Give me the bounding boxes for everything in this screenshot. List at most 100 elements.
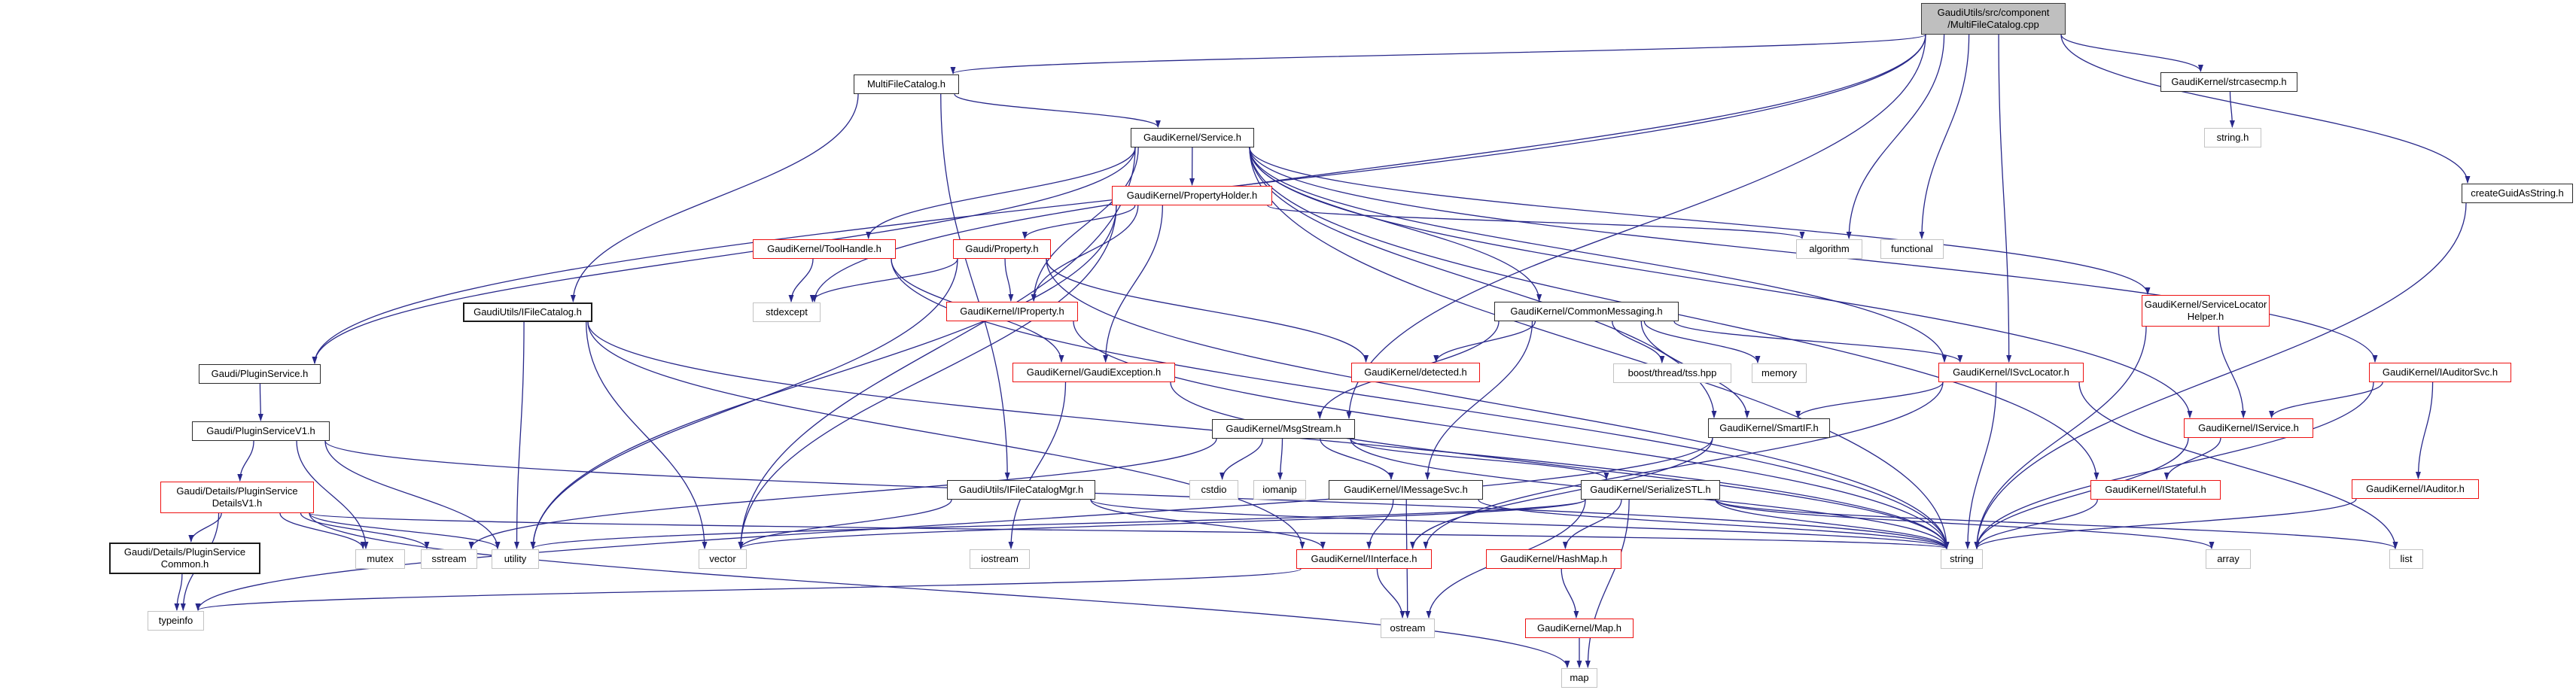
- edge-root-to-strcasecmp: [2060, 34, 2203, 72]
- edge-ifilecatalog-to-utility: [513, 321, 525, 549]
- node-strcasecmp[interactable]: GaudiKernel/strcasecmp.h: [2160, 72, 2297, 92]
- node-msgstream[interactable]: GaudiKernel/MsgStream.h: [1212, 419, 1355, 439]
- edge-serializestl-to-string: [1715, 499, 1950, 549]
- node-smartif[interactable]: GaudiKernel/SmartIF.h: [1708, 418, 1830, 438]
- edge-serializestl-to-array: [1715, 499, 2215, 549]
- edge-iauditor-to-string: [1974, 498, 2357, 549]
- edge-ifilecatalogmgr-to-vector: [738, 499, 952, 549]
- edge-commonmessaging-to-boosttss: [1612, 321, 1665, 363]
- edge-imessagesvc-to-iinterface: [1366, 499, 1394, 549]
- node-multifilecatalog_h[interactable]: MultiFileCatalog.h: [854, 74, 959, 94]
- edge-msgstream-to-cstdio: [1219, 438, 1263, 480]
- edge-commonmessaging-to-imessagesvc: [1424, 321, 1533, 480]
- edge-isvclocator-to-smartif: [1795, 381, 1944, 418]
- node-detected[interactable]: GaudiKernel/detected.h: [1351, 363, 1480, 382]
- edge-smartif-to-iinterface: [1410, 437, 1713, 549]
- edge-serializestl-to-map: [1585, 499, 1630, 668]
- edge-service_h-to-pluginservice: [312, 147, 1136, 364]
- edge-property_h-to-stdexcept: [809, 258, 958, 302]
- node-isvclocator[interactable]: GaudiKernel/ISvcLocator.h: [1938, 363, 2084, 382]
- node-pluginservicev1[interactable]: Gaudi/PluginServiceV1.h: [192, 421, 330, 441]
- node-iauditor[interactable]: GaudiKernel/IAuditor.h: [2352, 479, 2479, 499]
- node-boosttss: boost/thread/tss.hpp: [1613, 363, 1731, 383]
- edge-serializestl-to-vector: [738, 499, 1586, 549]
- node-pluginservice[interactable]: Gaudi/PluginService.h: [199, 364, 321, 384]
- edge-hashmap-to-map_h: [1561, 568, 1579, 619]
- edge-ifilecatalogmgr-to-string: [1090, 499, 1950, 549]
- node-propertyholder[interactable]: GaudiKernel/PropertyHolder.h: [1112, 186, 1272, 205]
- node-functional: functional: [1880, 239, 1944, 259]
- node-memory: memory: [1752, 363, 1807, 383]
- node-ostream: ostream: [1381, 619, 1435, 638]
- edge-iproperty-to-string: [1073, 321, 1950, 549]
- node-sstream: sstream: [421, 549, 477, 569]
- node-iauditorsvc[interactable]: GaudiKernel/IAuditorSvc.h: [2369, 363, 2511, 382]
- node-detailsv1[interactable]: Gaudi/Details/PluginService DetailsV1.h: [160, 482, 314, 513]
- edge-msgstream-to-sstream: [468, 438, 1217, 549]
- node-string: string: [1941, 549, 1983, 569]
- node-hashmap[interactable]: GaudiKernel/HashMap.h: [1486, 549, 1621, 569]
- edge-root-to-functional: [1919, 34, 1970, 239]
- node-map_h[interactable]: GaudiKernel/Map.h: [1525, 619, 1634, 638]
- node-typeinfo: typeinfo: [148, 611, 204, 631]
- edge-propertyholder-to-utility: [530, 205, 1117, 549]
- node-imessagesvc[interactable]: GaudiKernel/IMessageSvc.h: [1329, 480, 1483, 500]
- edge-commonmessaging-to-memory: [1643, 321, 1761, 363]
- edge-ifilecatalog-to-vector: [586, 321, 708, 549]
- edge-isvclocator-to-list: [2078, 381, 2398, 549]
- edge-commonmessaging-to-isvclocator: [1673, 321, 1963, 363]
- edge-detailsv1-to-mutex: [279, 512, 366, 549]
- edge-psccommon-to-typeinfo: [174, 573, 183, 611]
- edge-serializestl-to-list: [1715, 499, 2398, 549]
- edge-root-to-isvclocator: [1998, 34, 2012, 363]
- node-istateful[interactable]: GaudiKernel/IStateful.h: [2090, 480, 2221, 500]
- edge-root-to-msgstream: [1346, 34, 1926, 419]
- edge-pluginservicev1-to-utility: [324, 440, 501, 549]
- node-iostream: iostream: [970, 549, 1030, 569]
- node-iinterface[interactable]: GaudiKernel/IInterface.h: [1296, 549, 1432, 569]
- node-createguid[interactable]: createGuidAsString.h: [2462, 184, 2573, 203]
- edge-ifilecatalogmgr-to-iinterface: [1090, 499, 1326, 549]
- edge-root-to-algorithm: [1846, 34, 1945, 239]
- edge-root-to-createguid: [2060, 34, 2471, 184]
- edge-ifilecatalog-to-iinterface: [587, 321, 1305, 549]
- node-ifilecatalog[interactable]: GaudiUtils/IFileCatalog.h: [463, 302, 592, 322]
- node-toolhandle[interactable]: GaudiKernel/ToolHandle.h: [753, 239, 896, 259]
- edge-isvclocator-to-string: [1965, 381, 1997, 549]
- node-cstdio: cstdio: [1189, 480, 1238, 500]
- node-vector: vector: [699, 549, 747, 569]
- node-utility: utility: [492, 549, 539, 569]
- node-property_h[interactable]: Gaudi/Property.h: [953, 239, 1051, 259]
- node-iservice[interactable]: GaudiKernel/IService.h: [2184, 418, 2313, 438]
- edge-detailsv1-to-map: [309, 512, 1570, 668]
- edge-iauditorsvc-to-string: [1974, 381, 2374, 549]
- edge-isvclocator-to-iinterface: [1423, 381, 1944, 549]
- edge-serializestl-to-utility: [530, 499, 1586, 549]
- node-slhelper[interactable]: GaudiKernel/ServiceLocator Helper.h: [2142, 295, 2270, 327]
- node-iproperty[interactable]: GaudiKernel/IProperty.h: [946, 302, 1078, 321]
- edge-service_h-to-isvclocator: [1249, 147, 1947, 363]
- node-ifilecatalogmgr[interactable]: GaudiUtils/IFileCatalogMgr.h: [947, 480, 1095, 500]
- edge-pluginservicev1-to-mutex: [296, 440, 369, 549]
- node-list: list: [2389, 549, 2423, 569]
- edge-multifilecatalog_h-to-service_h: [954, 93, 1161, 128]
- node-serializestl[interactable]: GaudiKernel/SerializeSTL.h: [1581, 480, 1720, 500]
- edge-createguid-to-string: [1974, 202, 2467, 549]
- edge-msgstream-to-iomanip: [1277, 438, 1283, 480]
- edge-iauditorsvc-to-iauditor: [2415, 381, 2434, 479]
- edge-root-to-stdexcept: [811, 34, 1926, 302]
- node-gaudiexception[interactable]: GaudiKernel/GaudiException.h: [1012, 363, 1175, 382]
- node-psccommon[interactable]: Gaudi/Details/PluginService Common.h: [109, 543, 260, 574]
- node-service_h[interactable]: GaudiKernel/Service.h: [1131, 128, 1254, 147]
- edge-iinterface-to-ostream: [1376, 568, 1405, 619]
- node-iomanip: iomanip: [1253, 480, 1306, 500]
- edge-smartif-to-typeinfo: [195, 437, 1713, 611]
- edge-pluginservicev1-to-string: [324, 440, 1950, 549]
- node-string_h: string.h: [2204, 128, 2261, 147]
- edge-service_h-to-commonmessaging: [1249, 147, 1542, 302]
- node-array: array: [2206, 549, 2251, 569]
- edge-strcasecmp-to-string_h: [2229, 91, 2235, 128]
- node-commonmessaging[interactable]: GaudiKernel/CommonMessaging.h: [1494, 302, 1679, 321]
- edge-service_h-to-iservice: [1249, 147, 2193, 418]
